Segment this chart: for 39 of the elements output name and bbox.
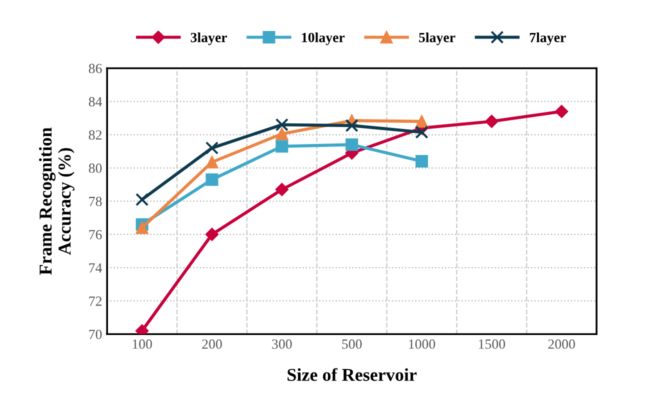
- point: [415, 155, 428, 168]
- point: [345, 118, 358, 132]
- point: [135, 192, 149, 206]
- x-tick-label: 200: [202, 339, 222, 349]
- x-tick-label: 100: [132, 339, 152, 349]
- point: [346, 138, 358, 151]
- x-tick-label: 1000: [409, 339, 436, 349]
- legend-label: 5layer: [419, 32, 456, 46]
- point: [206, 173, 218, 186]
- y-tick-label: 80: [88, 164, 102, 173]
- point: [275, 118, 288, 132]
- x-axis-title: Size of Reservoir: [288, 368, 417, 381]
- point: [205, 141, 219, 155]
- y-tick-label: 70: [89, 330, 102, 340]
- x-tick-label: 500: [342, 339, 362, 349]
- point: [206, 156, 218, 168]
- y-tick-label: 72: [89, 296, 102, 306]
- y-axis-title: Frame Recognition Accuracy (%): [39, 127, 74, 275]
- point: [485, 114, 498, 128]
- point: [555, 104, 568, 118]
- y-tick-label: 84: [88, 97, 102, 106]
- x-tick-label: 300: [272, 339, 292, 349]
- point: [276, 128, 288, 140]
- x-tick-label: 1500: [479, 339, 506, 349]
- y-tick-label: 74: [89, 263, 102, 272]
- legend-label: 3layer: [190, 32, 227, 46]
- point: [415, 126, 428, 139]
- legend-label: 10layer: [302, 32, 345, 46]
- y-tick-label: 82: [88, 130, 102, 140]
- point: [415, 115, 428, 128]
- legend-label: 7layer: [530, 32, 566, 46]
- x-tick-label: 2000: [548, 339, 575, 349]
- point: [136, 222, 148, 234]
- y-tick-label: 76: [89, 230, 102, 240]
- y-tick-label: 86: [88, 64, 102, 74]
- point: [276, 140, 288, 153]
- point: [275, 182, 288, 196]
- y-tick-label: 78: [89, 196, 102, 206]
- point: [205, 228, 219, 242]
